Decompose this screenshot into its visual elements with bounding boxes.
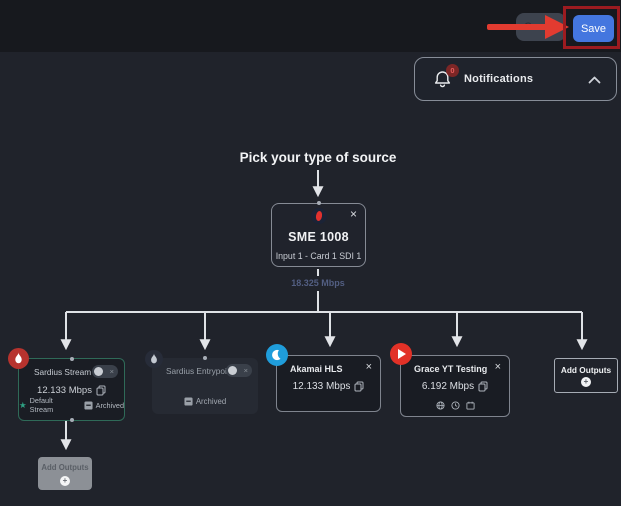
close-icon[interactable]: ×	[365, 361, 372, 373]
sardius-logo-icon	[8, 348, 29, 369]
globe-icon[interactable]	[435, 401, 445, 410]
akamai-logo-icon	[266, 344, 288, 366]
bell-icon: 0	[432, 63, 459, 90]
add-outputs-child-node[interactable]: Add Outputs +	[38, 457, 92, 490]
connection-handle[interactable]	[69, 357, 74, 361]
connection-handle[interactable]	[69, 418, 74, 422]
notification-badge: 0	[446, 63, 459, 77]
clock-icon[interactable]	[450, 401, 460, 410]
plus-icon[interactable]: +	[581, 377, 591, 387]
add-outputs-node[interactable]: Add Outputs +	[554, 358, 618, 393]
save-button[interactable]: Save	[573, 15, 614, 42]
copy-icon[interactable]	[96, 385, 106, 396]
node-title: Grace YT Testing	[414, 364, 488, 374]
close-icon[interactable]: ×	[349, 207, 357, 221]
node-title: Akamai HLS	[290, 364, 343, 374]
toggle-x-icon: ×	[109, 367, 114, 376]
notifications-label: Notifications	[464, 73, 534, 85]
archive-icon	[84, 400, 93, 410]
node-title: Sardius Stream	[34, 367, 92, 377]
add-outputs-label: Add Outputs	[560, 365, 612, 375]
stream-toggle[interactable]: ×	[226, 364, 252, 377]
bitrate-value: 6.192 Mbps	[421, 381, 475, 392]
add-outputs-label: Add Outputs	[41, 463, 89, 472]
connection-handle[interactable]	[316, 201, 321, 205]
bitrate-value: 12.133 Mbps	[292, 381, 351, 392]
close-icon[interactable]: ×	[494, 361, 501, 373]
node-grace-yt-testing[interactable]: Grace YT Testing × 6.192 Mbps	[400, 355, 510, 417]
archived-tag: Archived	[184, 397, 226, 406]
source-status-icon	[310, 208, 327, 224]
copy-icon[interactable]	[478, 381, 488, 392]
archive-icon	[184, 397, 193, 406]
bitrate-value: 12.133 Mbps	[37, 385, 92, 396]
default-stream-tag: ★ Default Stream	[19, 396, 54, 414]
source-bitrate-label: 18.325 Mbps	[291, 278, 345, 288]
node-sardius-stream[interactable]: Sardius Stream × 12.133 Mbps ★ Default S…	[18, 357, 125, 422]
star-icon: ★	[19, 400, 27, 410]
node-akamai-hls[interactable]: Akamai HLS × 12.133 Mbps	[276, 355, 381, 412]
stream-toggle[interactable]: ×	[92, 365, 118, 378]
calendar-icon[interactable]	[465, 401, 475, 410]
node-source-sme[interactable]: × SME 1008 Input 1 - Card 1 SDI 1	[271, 201, 366, 267]
archived-tag: Archived	[84, 401, 124, 410]
source-node-subtitle: Input 1 - Card 1 SDI 1	[275, 251, 362, 261]
top-bar: Cancel Save	[0, 0, 621, 52]
sardius-logo-icon	[145, 350, 163, 368]
node-title: Sardius Entrypoint	[166, 366, 234, 376]
cancel-button[interactable]: Cancel	[516, 13, 566, 41]
source-prompt-label: Pick your type of source	[239, 150, 397, 165]
notifications-panel[interactable]: 0 Notifications	[414, 57, 617, 101]
youtube-logo-icon	[390, 343, 412, 365]
connection-handle[interactable]	[203, 356, 207, 360]
node-sardius-entrypoint[interactable]: Sardius Entrypoint × Archived	[152, 356, 258, 414]
source-node-title: SME 1008	[288, 230, 349, 244]
plus-icon[interactable]: +	[60, 476, 70, 486]
toggle-x-icon: ×	[243, 366, 248, 375]
copy-icon[interactable]	[354, 381, 364, 392]
chevron-up-icon[interactable]	[588, 76, 601, 84]
